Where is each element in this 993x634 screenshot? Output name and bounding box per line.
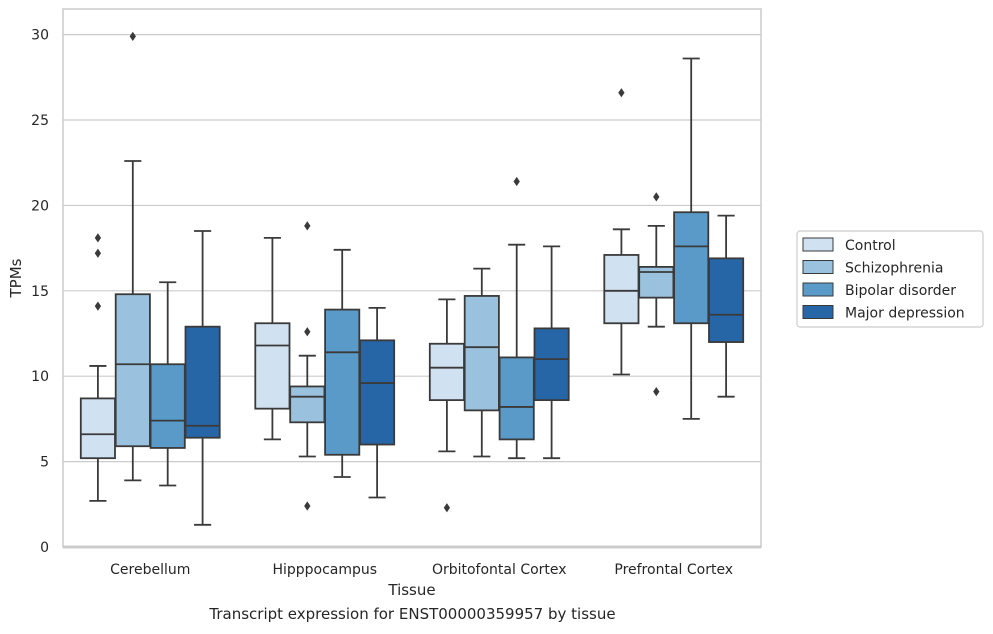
legend-label: Bipolar disorder xyxy=(845,283,956,299)
box-iqr xyxy=(603,254,640,325)
outlier-point xyxy=(618,88,625,98)
boxes xyxy=(79,31,745,526)
box-schizophrenia xyxy=(289,221,326,511)
x-tick-label: Orbitofontal Cortex xyxy=(432,562,567,578)
y-tick-label: 15 xyxy=(31,284,49,300)
box-bipolar-disorder xyxy=(673,57,710,420)
box-bipolar-disorder xyxy=(149,281,186,487)
y-tick-label: 10 xyxy=(31,369,49,385)
legend-label: Major depression xyxy=(845,306,965,322)
box-iqr xyxy=(533,327,570,402)
outlier-point xyxy=(304,327,311,337)
outlier-point xyxy=(653,386,660,397)
y-axis-ticks: 0 5 10 15 20 25 30 xyxy=(31,28,49,556)
x-tick-label: Cerebellum xyxy=(110,562,190,578)
outlier-point xyxy=(94,233,102,243)
box-control xyxy=(79,233,116,502)
box-major-depression xyxy=(708,214,745,398)
legend-label: Schizophrenia xyxy=(845,261,943,277)
outlier-point xyxy=(513,176,520,187)
box-iqr xyxy=(254,322,291,410)
box-iqr xyxy=(359,339,396,446)
outlier-point xyxy=(94,248,102,258)
box-schizophrenia xyxy=(463,267,500,458)
box-iqr xyxy=(324,308,361,456)
box-major-depression xyxy=(184,230,221,526)
box-iqr xyxy=(498,356,535,441)
box-iqr xyxy=(673,211,710,325)
outlier-point xyxy=(94,301,102,311)
x-tick-label: Hipppocampus xyxy=(272,562,377,578)
x-tick-label: Prefrontal Cortex xyxy=(614,562,733,578)
plot-frame xyxy=(62,8,762,549)
y-tick-label: 30 xyxy=(31,28,49,44)
box-major-depression xyxy=(533,245,570,460)
box-iqr xyxy=(149,363,186,449)
legend-swatch xyxy=(802,237,834,252)
legend-label: Control xyxy=(845,238,896,254)
box-iqr xyxy=(184,325,221,439)
box-schizophrenia xyxy=(638,192,675,397)
x-axis-title: Tissue xyxy=(387,581,435,599)
box-bipolar-disorder xyxy=(324,248,361,478)
legend: Control Schizophrenia Bipolar disorder Majo… xyxy=(796,230,984,328)
y-axis-title: TPMs xyxy=(7,258,25,298)
outlier-point xyxy=(129,31,136,41)
box-control xyxy=(603,88,640,376)
box-schizophrenia xyxy=(114,31,151,482)
box-control xyxy=(254,236,291,441)
legend-swatch xyxy=(802,305,834,319)
legend-frame xyxy=(796,230,984,328)
outlier-point xyxy=(304,221,311,231)
figure-caption: Transcript expression for ENST0000035995… xyxy=(209,605,616,623)
y-tick-label: 25 xyxy=(31,113,49,129)
outlier-point xyxy=(443,503,451,513)
y-tick-label: 5 xyxy=(40,455,49,471)
outlier-point xyxy=(653,192,660,202)
outlier-point xyxy=(304,501,311,511)
box-iqr xyxy=(289,385,326,424)
box-iqr xyxy=(79,397,116,460)
box-iqr xyxy=(708,257,745,343)
legend-swatch xyxy=(802,260,834,274)
box-bipolar-disorder xyxy=(498,176,535,460)
x-axis-ticks: Cerebellum Hipppocampus Orbitofontal Corte… xyxy=(110,562,733,578)
box-control xyxy=(428,298,465,513)
box-iqr xyxy=(114,293,151,448)
box-major-depression xyxy=(359,306,396,499)
legend-swatch xyxy=(802,282,834,297)
y-tick-label: 0 xyxy=(40,540,49,556)
box-iqr xyxy=(463,295,500,412)
y-tick-label: 20 xyxy=(31,198,49,214)
box-iqr xyxy=(428,342,465,402)
